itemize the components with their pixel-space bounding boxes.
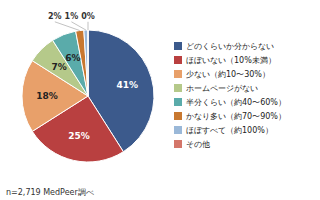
slice [84,30,88,96]
data-label: 18% [36,91,58,101]
data-label: 6% [65,53,80,63]
data-label: 1% [65,12,79,21]
leader-line [71,22,86,30]
legend-label: 少ない（約10〜30%） [186,70,270,79]
pie: 41% 25% 18% 7%6% 0%1%2% [22,12,154,162]
leader-line [88,22,89,30]
legend-item: 半分くらい（約40〜60%） [174,98,286,107]
legend-item: その他 [174,140,210,149]
slice [88,30,89,96]
data-label: 7% [51,62,66,72]
legend-swatch [174,112,182,120]
legend-swatch [174,84,182,92]
data-label: 0% [81,12,95,21]
legend-label: どのくらいか分からない [186,42,274,51]
legend-swatch [174,56,182,64]
legend-swatch [174,70,182,78]
legend-label: ホームページがない [186,84,258,93]
legend-item: かなり多い（約70〜90%） [174,112,286,121]
legend-label: その他 [186,140,210,149]
leader-line [55,22,80,31]
chart: 41% 25% 18% 7%6% 0%1%2% どのくらいか分からないほぼいない（10%未… [0,0,320,200]
data-label: 25% [68,131,90,141]
slices [22,30,154,162]
slice [76,30,88,96]
data-label: 41% [117,80,139,90]
legend-item: ほぼすべて（約100%） [174,126,273,135]
annotation: n=2,719 MedPeer調べ [6,188,94,197]
chart-svg: 41% 25% 18% 7%6% 0%1%2% どのくらいか分からないほぼいない（10%未… [0,0,320,200]
legend: どのくらいか分からないほぼいない（10%未満） 少ない（約10〜30%） ホームペー… [174,42,286,149]
legend-label: かなり多い（約70〜90%） [186,112,286,121]
legend-label: 半分くらい（約40〜60%） [186,98,286,107]
legend-label: ほぼいない（10%未満） [186,56,276,65]
legend-swatch [174,126,182,134]
legend-swatch [174,42,182,50]
legend-item: 少ない（約10〜30%） [174,70,270,79]
legend-label: ほぼすべて（約100%） [186,126,273,135]
data-labels: 41% 25% 18% 7%6% 0%1%2% [36,12,138,141]
legend-swatch [174,140,182,148]
data-label: 2% [48,12,62,21]
legend-swatch [174,98,182,106]
legend-item: ほぼいない（10%未満） [174,56,276,65]
legend-item: ホームページがない [174,84,258,93]
legend-item: どのくらいか分からない [174,42,274,51]
